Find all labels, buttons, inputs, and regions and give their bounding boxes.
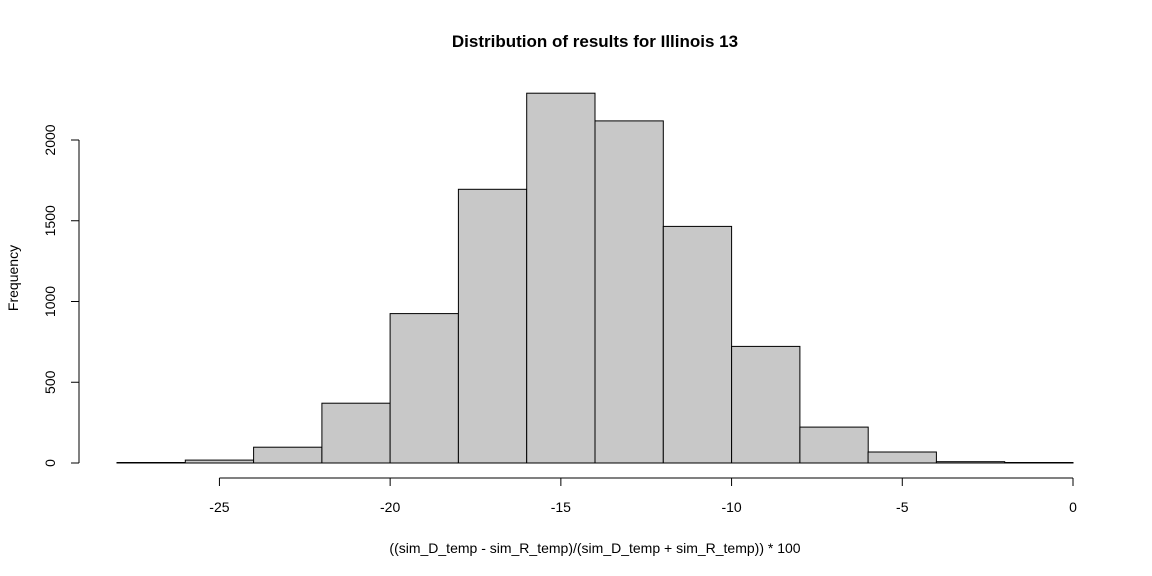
histogram-bar — [867, 451, 937, 464]
chart-title: Distribution of results for Illinois 13 — [452, 32, 738, 51]
histogram-bar — [184, 459, 255, 464]
histogram-bar — [457, 188, 528, 464]
x-tick-label: -5 — [896, 499, 909, 515]
y-tick-label: 1500 — [42, 205, 58, 236]
histogram-bar — [116, 462, 186, 464]
x-tick-label: -25 — [209, 499, 229, 515]
y-tick-label: 500 — [42, 370, 58, 394]
y-axis: 0 500 1000 1500 2000 — [42, 124, 80, 467]
x-tick-label: -15 — [551, 499, 571, 515]
histogram-bar — [799, 426, 869, 464]
histogram-bar — [935, 461, 1006, 464]
histogram-bar — [526, 92, 596, 464]
histogram-bar — [594, 120, 664, 464]
y-tick-label: 2000 — [42, 124, 58, 155]
histogram-bar — [731, 345, 801, 464]
y-tick-label: 1000 — [42, 286, 58, 317]
histogram-bar — [253, 446, 323, 464]
y-axis-label: Frequency — [5, 245, 21, 311]
bars-group — [116, 92, 1074, 464]
x-axis-label: ((sim_D_temp - sim_R_temp)/(sim_D_temp +… — [389, 540, 800, 556]
x-tick-label: -10 — [721, 499, 741, 515]
x-tick-label: -20 — [380, 499, 400, 515]
y-tick-label: 0 — [42, 459, 58, 467]
histogram-bar — [321, 402, 391, 464]
histogram-bar — [662, 225, 733, 464]
x-axis: -25 -20 -15 -10 -5 0 — [209, 477, 1077, 515]
histogram-bar — [389, 313, 459, 464]
x-tick-label: 0 — [1069, 499, 1077, 515]
histogram-bar — [1004, 462, 1074, 464]
